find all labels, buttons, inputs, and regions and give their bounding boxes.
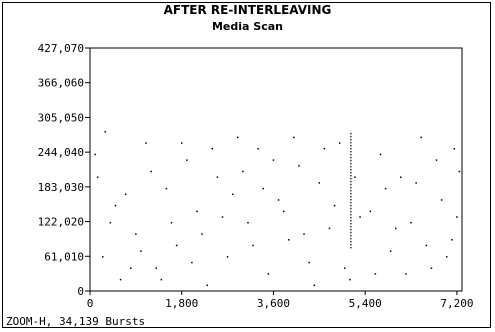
data-point: [308, 261, 310, 264]
y-tick-label: 305,050: [38, 111, 84, 124]
data-point: [435, 159, 438, 161]
data-point: [109, 221, 112, 224]
data-point: [104, 130, 107, 133]
data-point: [242, 170, 244, 173]
x-tick-label: 1,800: [165, 297, 198, 310]
data-point: [338, 142, 341, 144]
data-point: [430, 267, 433, 269]
data-point: [405, 273, 407, 275]
data-point: [425, 244, 428, 247]
data-point: [221, 216, 224, 218]
data-point: [458, 170, 461, 173]
data-point: [94, 153, 96, 156]
data-point: [318, 182, 321, 184]
data-point: [252, 244, 254, 247]
data-point: [456, 216, 458, 218]
data-point: [374, 273, 377, 275]
data-point: [369, 210, 372, 213]
data-point: [140, 250, 142, 252]
y-tick-label: 366,060: [38, 77, 84, 90]
data-point: [170, 221, 173, 224]
y-tick-label: 0: [77, 285, 84, 298]
data-point: [262, 187, 265, 190]
data-point: [384, 187, 387, 190]
data-point: [277, 199, 280, 201]
data-point: [344, 267, 346, 269]
data-point: [145, 142, 147, 144]
data-point: [287, 239, 290, 241]
data-point: [206, 284, 208, 287]
x-tick-label: 0: [87, 297, 94, 310]
data-point: [119, 278, 122, 281]
data-point: [237, 136, 239, 139]
data-point: [160, 278, 163, 281]
data-point: [186, 159, 188, 161]
data-point: [216, 176, 219, 178]
data-point: [395, 227, 397, 230]
x-tick-label: 5,400: [349, 297, 382, 310]
data-point: [226, 256, 229, 258]
data-point: [400, 176, 402, 178]
data-point: [201, 233, 203, 235]
y-tick-label: 244,040: [38, 146, 84, 159]
data-point: [165, 187, 168, 190]
data-point: [114, 204, 117, 207]
data-point: [313, 284, 315, 287]
data-point: [191, 261, 193, 264]
chart-frame: [2, 2, 491, 328]
y-tick-label: 61,010: [44, 250, 84, 263]
data-point: [101, 256, 104, 258]
data-point: [196, 210, 198, 213]
data-point: [231, 193, 234, 196]
data-point: [96, 176, 99, 178]
data-point: [415, 182, 417, 184]
data-point: [359, 216, 361, 218]
data-point: [298, 165, 300, 167]
data-point: [440, 199, 443, 201]
data-point: [451, 239, 453, 241]
data-point: [150, 170, 152, 173]
data-point: [257, 148, 259, 150]
data-point: [267, 273, 270, 275]
data-point: [124, 193, 127, 196]
data-point: [130, 267, 132, 269]
data-point: [420, 136, 422, 139]
data-point: [410, 221, 412, 224]
data-point: [293, 136, 295, 139]
data-point: [323, 148, 326, 150]
chart-subtitle: Media Scan: [211, 20, 283, 33]
data-point: [272, 159, 275, 161]
data-point: [328, 227, 331, 230]
data-point: [247, 221, 249, 224]
x-tick-label: 3,600: [257, 297, 290, 310]
plot-area: [89, 47, 463, 292]
data-point: [155, 267, 157, 269]
chart-title: AFTER RE-INTERLEAVING: [163, 3, 332, 17]
x-tick-label: 7,200: [440, 297, 473, 310]
data-point: [175, 244, 178, 247]
data-point: [333, 204, 336, 207]
data-point: [211, 148, 214, 150]
data-point: [354, 176, 356, 178]
data-point: [349, 278, 351, 281]
data-point: [445, 256, 448, 258]
data-point: [135, 233, 137, 235]
y-tick-label: 122,020: [38, 216, 84, 229]
data-point: [453, 148, 456, 150]
data-point: [180, 142, 183, 144]
data-point: [282, 210, 285, 213]
data-point: [303, 233, 305, 235]
zoom-status: ZOOM-H, 34,139 Bursts: [6, 315, 146, 328]
data-point: [379, 153, 382, 156]
y-tick-label: 183,030: [38, 181, 84, 194]
y-tick-label: 427,070: [38, 42, 84, 55]
data-point: [389, 250, 392, 252]
